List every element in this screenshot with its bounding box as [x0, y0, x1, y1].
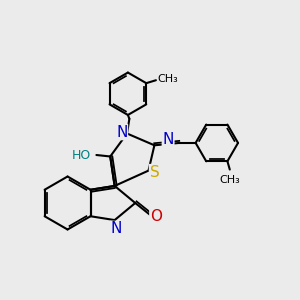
Text: N: N — [110, 221, 122, 236]
Text: CH₃: CH₃ — [219, 175, 240, 185]
Text: CH₃: CH₃ — [157, 74, 178, 84]
Text: N: N — [116, 124, 128, 140]
Text: S: S — [149, 165, 159, 180]
Text: N: N — [162, 132, 174, 147]
Text: HO: HO — [71, 148, 91, 161]
Text: O: O — [150, 209, 162, 224]
